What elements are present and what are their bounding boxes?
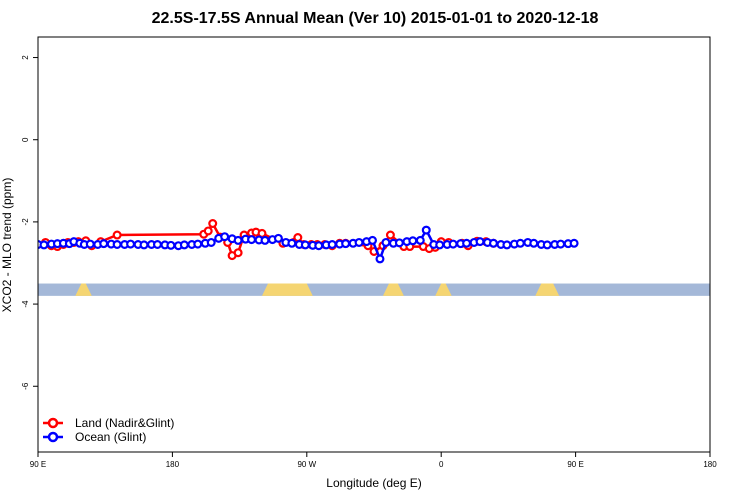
ocean-point bbox=[381, 237, 391, 247]
land-ocean-band bbox=[38, 283, 710, 296]
y-tick-label: 2 bbox=[21, 55, 30, 60]
land-point bbox=[385, 230, 395, 240]
land-point bbox=[203, 226, 213, 236]
y-axis: 2 0 -2 -4 -6 bbox=[21, 55, 38, 390]
ocean-point bbox=[220, 232, 230, 242]
y-tick-label: -4 bbox=[21, 300, 30, 308]
ocean-point bbox=[368, 235, 378, 245]
ocean-point bbox=[179, 240, 189, 250]
ocean-point bbox=[529, 238, 539, 248]
ocean-point bbox=[273, 233, 283, 243]
ocean-point bbox=[435, 240, 445, 250]
ocean-point bbox=[394, 238, 404, 248]
ocean-point bbox=[99, 239, 109, 249]
land-point bbox=[293, 233, 303, 243]
legend-land-marker bbox=[47, 417, 59, 429]
land-segment bbox=[261, 283, 313, 296]
ocean-point bbox=[85, 239, 95, 249]
x-tick-label: 90 E bbox=[30, 460, 46, 469]
ocean-point bbox=[542, 240, 552, 250]
ocean-point bbox=[247, 235, 257, 245]
x-tick-label: 180 bbox=[166, 460, 180, 469]
y-tick-label: -2 bbox=[21, 218, 30, 226]
ocean-point bbox=[488, 238, 498, 248]
legend-land-label: Land (Nadir&Glint) bbox=[75, 416, 174, 430]
ocean-point bbox=[556, 239, 566, 249]
x-axis-label: Longitude (deg E) bbox=[326, 476, 422, 490]
ocean-point bbox=[341, 239, 351, 249]
plot-frame bbox=[37, 36, 711, 453]
ocean-band bbox=[38, 283, 710, 296]
x-tick-label: 90 W bbox=[297, 460, 316, 469]
ocean-point bbox=[152, 240, 162, 250]
ocean-point bbox=[287, 238, 297, 248]
x-tick-label: 0 bbox=[439, 460, 444, 469]
x-axis: 90 E 180 90 W 0 90 E 180 bbox=[30, 452, 717, 469]
y-tick-label: -6 bbox=[21, 382, 30, 390]
ocean-point bbox=[569, 238, 579, 248]
ocean-point bbox=[314, 241, 324, 251]
ocean-point bbox=[448, 239, 458, 249]
ocean-point bbox=[193, 239, 203, 249]
land-segment bbox=[435, 283, 452, 296]
land-point bbox=[208, 219, 218, 229]
legend-ocean-label: Ocean (Glint) bbox=[75, 430, 146, 444]
ocean-point bbox=[139, 240, 149, 250]
ocean-point bbox=[515, 238, 525, 248]
x-tick-label: 90 E bbox=[567, 460, 583, 469]
y-tick-label: 0 bbox=[21, 137, 30, 142]
ocean-point bbox=[126, 239, 136, 249]
legend-ocean-marker bbox=[47, 431, 59, 443]
ocean-point bbox=[260, 235, 270, 245]
ocean-point bbox=[206, 237, 216, 247]
ocean-point bbox=[39, 240, 49, 250]
chart-title: 22.5S-17.5S Annual Mean (Ver 10) 2015-01… bbox=[151, 10, 599, 27]
ocean-point bbox=[112, 240, 122, 250]
land-segment bbox=[75, 283, 92, 296]
ocean-point bbox=[475, 237, 485, 247]
ocean-point bbox=[354, 237, 364, 247]
land-point bbox=[233, 248, 243, 258]
ocean-point bbox=[462, 238, 472, 248]
ocean-point bbox=[327, 240, 337, 250]
ocean-point bbox=[408, 236, 418, 246]
ocean-point bbox=[502, 240, 512, 250]
ocean-point bbox=[375, 254, 385, 264]
ocean-point bbox=[166, 240, 176, 250]
land-segment bbox=[535, 283, 560, 296]
land-point bbox=[112, 230, 122, 240]
ocean-point bbox=[300, 240, 310, 250]
y-axis-label: XCO2 - MLO trend (ppm) bbox=[0, 177, 14, 313]
land-segment bbox=[382, 283, 404, 296]
legend: Land (Nadir&Glint)Ocean (Glint) bbox=[43, 416, 174, 444]
ocean-point bbox=[415, 235, 425, 245]
x-tick-label: 180 bbox=[703, 460, 717, 469]
series-layer bbox=[38, 219, 579, 264]
ocean-point bbox=[233, 235, 243, 245]
ocean-point bbox=[421, 225, 431, 235]
